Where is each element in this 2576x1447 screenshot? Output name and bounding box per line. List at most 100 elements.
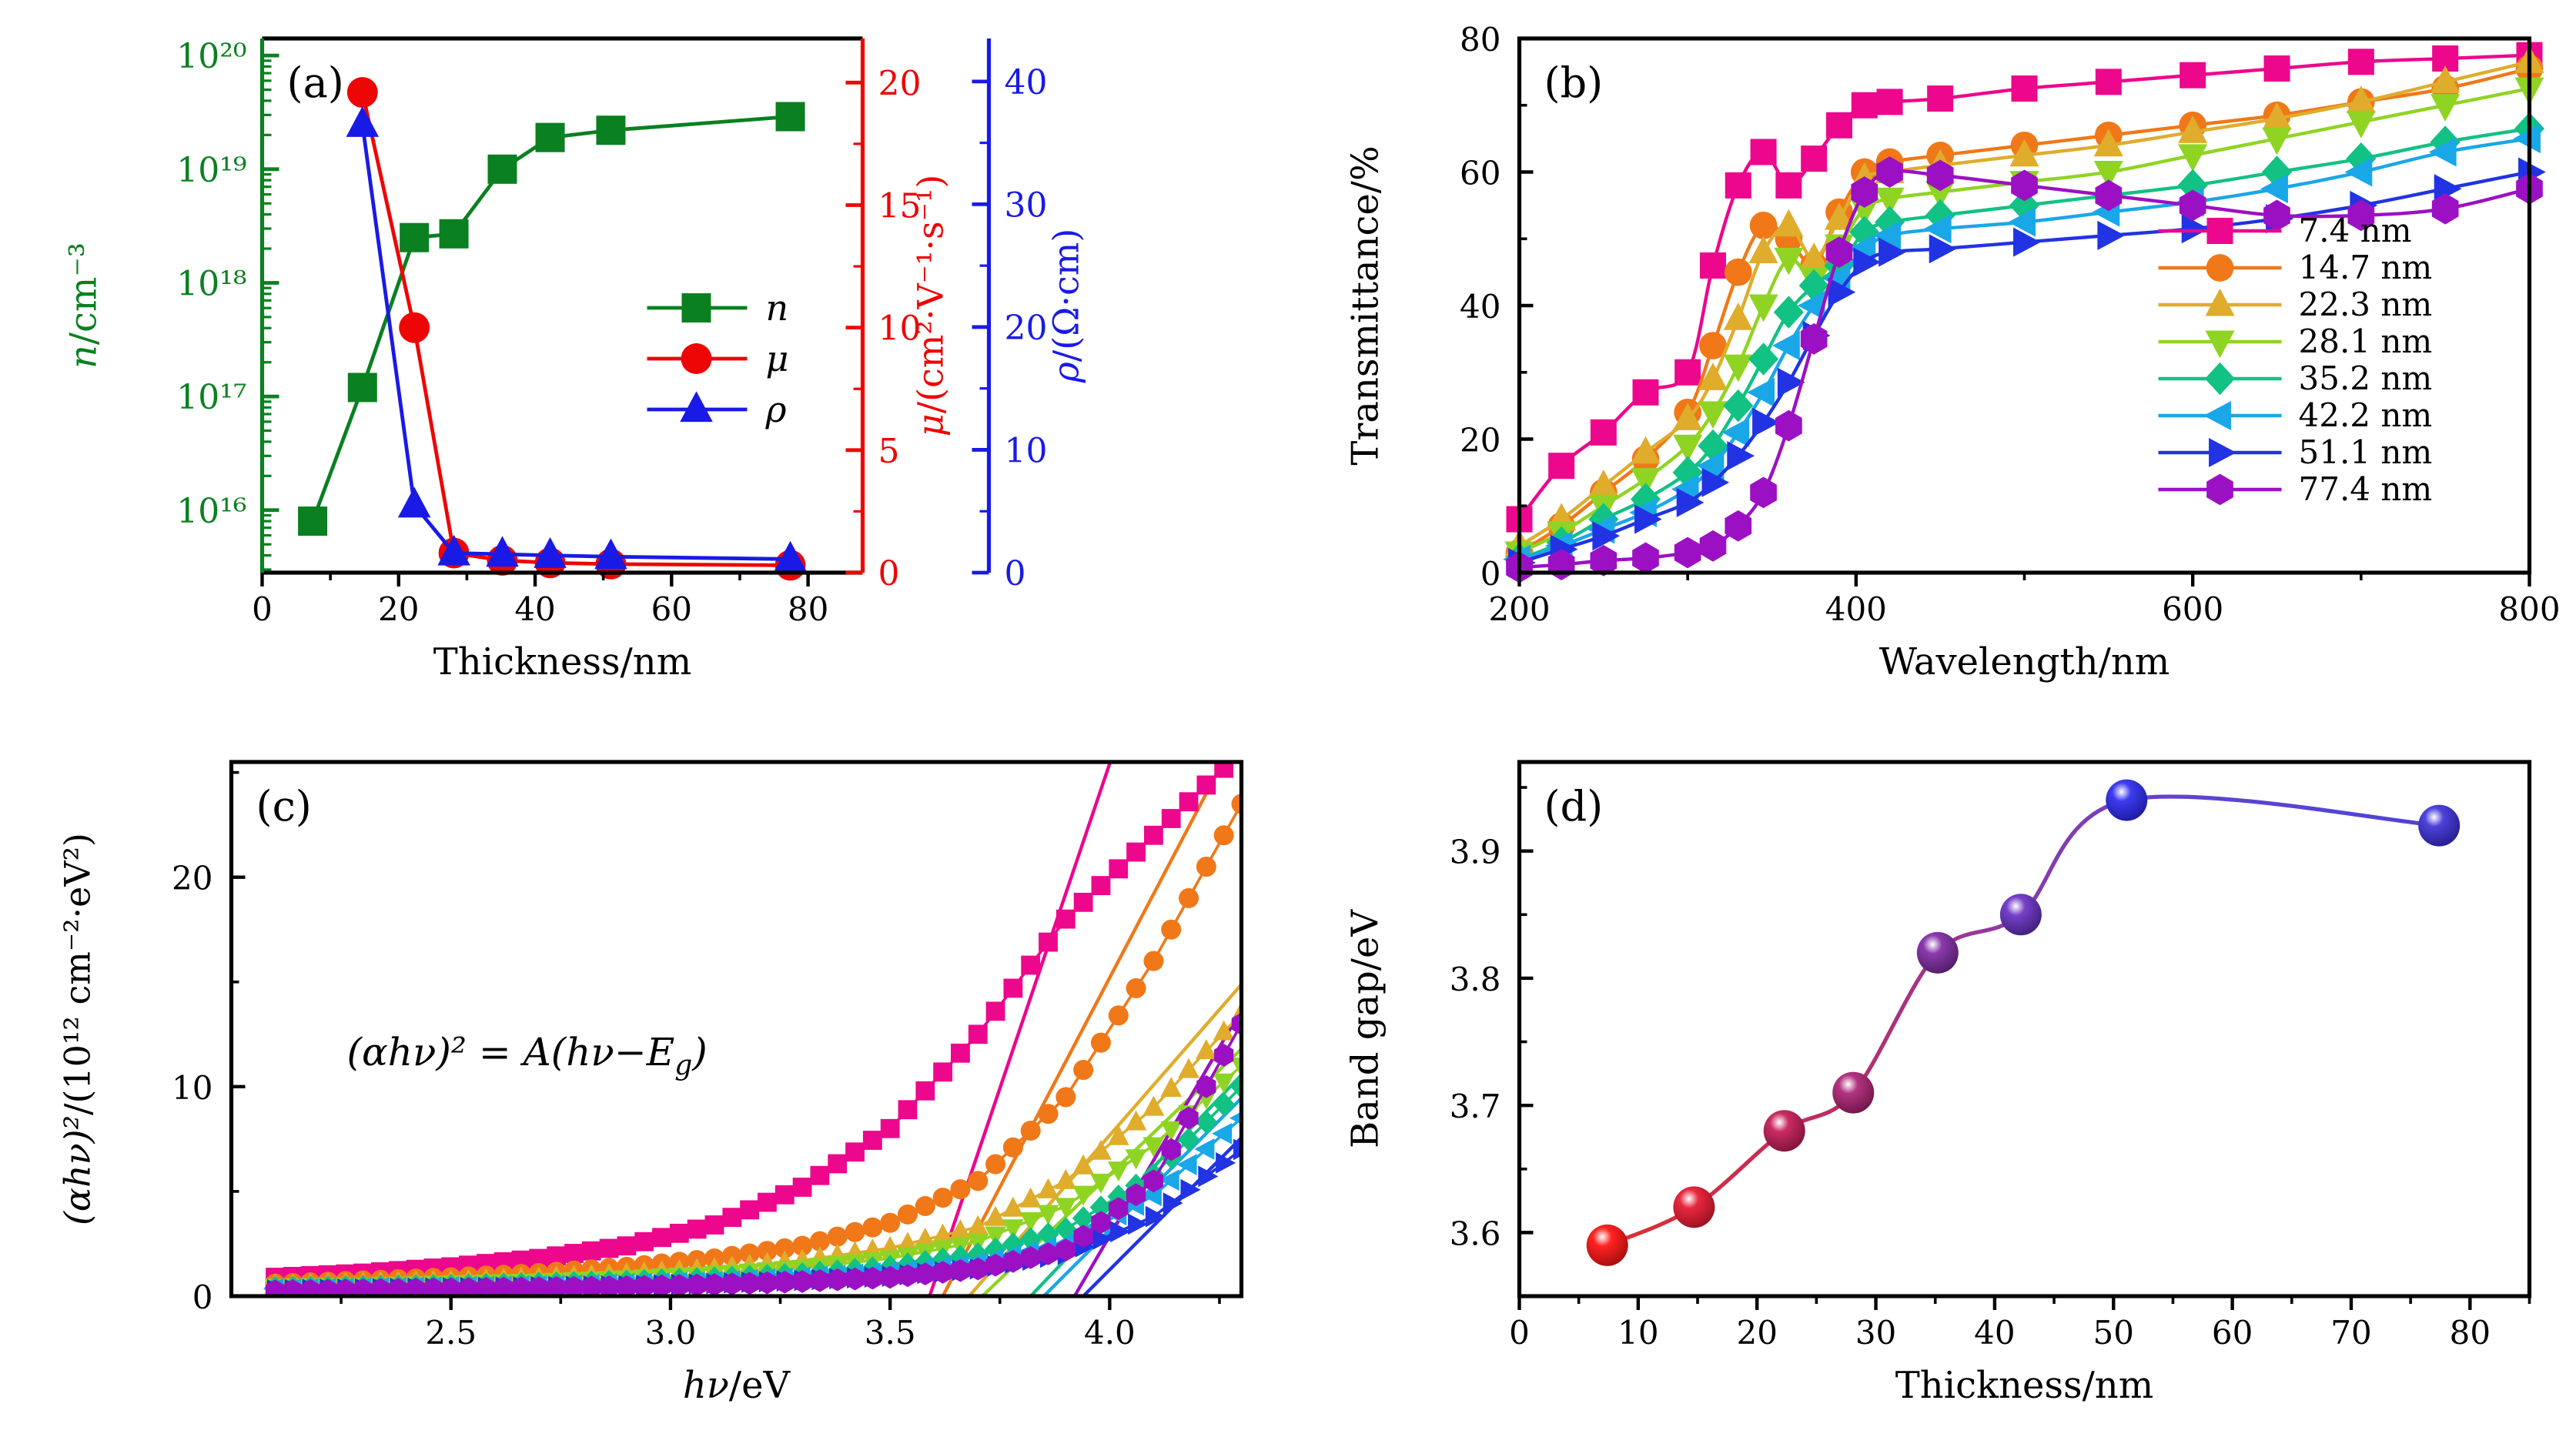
- c-series-marker: [1229, 1111, 1242, 1125]
- c-series-marker: [617, 1275, 637, 1296]
- c-series-marker: [1195, 1039, 1217, 1060]
- series-rho-marker: [774, 540, 807, 572]
- c-series-marker: [1163, 1192, 1183, 1215]
- b-series-marker: [2263, 199, 2290, 232]
- c-series-marker: [1037, 1221, 1059, 1246]
- b-series-marker: [2430, 94, 2461, 122]
- c-series-marker: [1177, 1127, 1200, 1151]
- b-series-marker: [1698, 401, 1728, 429]
- c-series-marker: [1003, 978, 1023, 998]
- b-series-marker: [2011, 169, 2038, 202]
- c-series-marker: [1108, 1005, 1129, 1026]
- c-series-marker: [1038, 1242, 1059, 1265]
- a-mu-tick-label: 10: [878, 309, 922, 349]
- c-series-marker: [757, 1271, 778, 1295]
- series-mu-marker: [399, 312, 430, 343]
- b-series-marker: [1631, 468, 1661, 496]
- b-series-marker: [1875, 187, 1905, 216]
- c-series-marker: [1126, 977, 1146, 998]
- c-series-marker: [757, 1241, 778, 1262]
- c-series-marker: [898, 1264, 918, 1288]
- c-series-marker: [370, 1278, 391, 1296]
- c-series-marker: [1161, 1138, 1181, 1161]
- a-n-tick-label: 10¹⁶: [176, 492, 246, 531]
- panel-d-root: 0 10 20 30 40 50 60 70 80 Thickness/nm 3.6 3.7 3.8 3.…: [1344, 760, 2532, 1407]
- c-series-marker: [1002, 1137, 1023, 1158]
- b-series-marker: [2262, 127, 2292, 155]
- b-series-marker: [2347, 199, 2375, 232]
- b-series-marker: [1723, 302, 1753, 330]
- b-series-marker: [2180, 62, 2206, 89]
- series-rho-marker: [534, 536, 567, 568]
- series-n-marker: [347, 373, 377, 403]
- panel-d-chart: 0 10 20 30 40 50 60 70 80 Thickness/nm 3.6 3.7 3.8 3.…: [1344, 760, 2532, 1407]
- c-y-tick-label: 10: [172, 1069, 212, 1107]
- c-series-marker: [1194, 1138, 1215, 1160]
- b-series-marker: [1634, 504, 1662, 534]
- c-series-marker: [1020, 1120, 1041, 1141]
- series-rho-marker: [486, 536, 519, 567]
- a-panel-label: (a): [287, 58, 344, 107]
- c-series-marker: [792, 1270, 812, 1293]
- b-series-marker: [2346, 85, 2376, 113]
- d-bandgap-point: [1673, 1186, 1715, 1228]
- c-series-marker: [932, 1188, 953, 1208]
- series-n-marker: [400, 222, 430, 252]
- c-series-marker: [968, 1171, 989, 1191]
- panel-b-root: 200 400 600 800 Wavelength/nm 0 20 40 60 80 Transm…: [1344, 21, 2561, 683]
- c-series-marker: [1126, 842, 1146, 862]
- c-series-marker: [880, 1212, 901, 1233]
- d-x-tick-label: 40: [1974, 1314, 2015, 1352]
- b-y-tick-label: 60: [1460, 155, 1500, 192]
- c-series-marker: [458, 1277, 479, 1296]
- b-series-marker: [2344, 157, 2373, 187]
- c-series-marker: [599, 1238, 619, 1258]
- c-y-title: (αhν)²/(10¹² cm⁻²·eV²): [57, 833, 99, 1225]
- c-series-marker: [493, 1276, 514, 1296]
- c-series-marker: [1073, 892, 1093, 912]
- c-series-marker: [1073, 1225, 1093, 1248]
- b-series-marker: [2430, 65, 2461, 93]
- d-bandgap-point: [1832, 1071, 1875, 1114]
- c-series-marker: [1072, 1206, 1095, 1231]
- b-series-marker: [1797, 290, 1825, 321]
- c-series-marker: [758, 1192, 777, 1212]
- c-series-marker: [774, 1185, 795, 1205]
- d-x-tick-label: 20: [1736, 1314, 1777, 1352]
- series-n-marker: [487, 154, 517, 184]
- c-series-marker: [1126, 1183, 1146, 1207]
- b-series-marker: [2181, 214, 2210, 244]
- c-series-marker: [634, 1275, 654, 1296]
- c-series-marker: [1143, 951, 1164, 971]
- c-series-marker: [564, 1275, 584, 1296]
- c-series-marker: [1072, 1154, 1095, 1175]
- c-series-marker: [1090, 1139, 1112, 1160]
- c-series-marker: [1142, 1137, 1165, 1158]
- b-legend-label: 22.3 nm: [2299, 286, 2433, 323]
- series-n-marker: [298, 506, 328, 536]
- b-series-marker: [1876, 89, 1903, 115]
- c-fit-line-3: [981, 1046, 1242, 1296]
- c-series-marker: [1180, 1178, 1201, 1201]
- a-x-title: Thickness/nm: [433, 640, 691, 683]
- c-series-marker: [1072, 1185, 1095, 1206]
- c-series-marker: [968, 1257, 988, 1281]
- c-series-marker: [950, 1179, 971, 1200]
- c-series-marker: [792, 1235, 813, 1256]
- b-series-marker: [1772, 331, 1800, 361]
- c-series-marker: [1179, 792, 1199, 812]
- b-series-marker: [1929, 234, 1957, 264]
- b-series-marker: [1590, 544, 1618, 576]
- d-bandgap-point: [2106, 779, 2148, 821]
- c-series-marker: [1055, 909, 1076, 929]
- c-series-marker: [1179, 887, 1199, 908]
- b-y-title: Transmittance/%: [1344, 145, 1387, 465]
- a-mu-tick-label: 0: [878, 554, 900, 593]
- d-y-tick-label: 3.8: [1450, 961, 1501, 998]
- a-x-tick-label: 40: [514, 590, 555, 628]
- d-y-tick-label: 3.9: [1450, 834, 1501, 871]
- b-y-tick-label: 20: [1460, 422, 1500, 459]
- a-n-tick-label: 10¹⁸: [176, 264, 246, 303]
- c-series-marker: [722, 1272, 742, 1296]
- b-x-tick-label: 400: [1825, 590, 1887, 628]
